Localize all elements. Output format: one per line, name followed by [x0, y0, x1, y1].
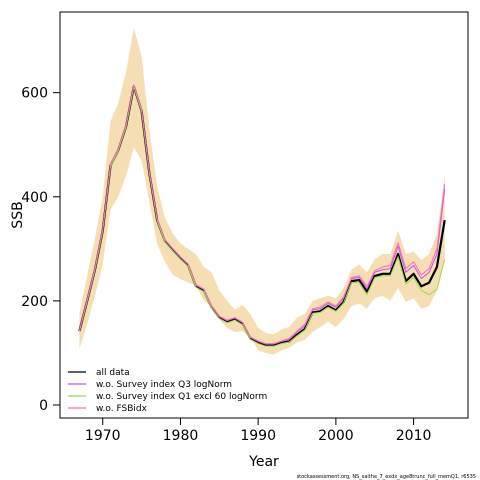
legend-label: all data: [96, 368, 130, 378]
series-line-3: [78, 86, 446, 347]
y-axis: 0 200 400 600: [21, 86, 60, 414]
legend: all data w.o. Survey index Q3 logNorm w.o.…: [68, 368, 267, 414]
y-axis-title: SSB: [10, 201, 26, 228]
y-tick-label: 200: [21, 294, 48, 310]
x-tick-label: 2010: [396, 428, 432, 444]
confidence-band-layer: [79, 27, 445, 355]
series-line-4: [78, 84, 446, 345]
y-tick-label: 600: [21, 86, 48, 102]
x-tick-label: 2000: [318, 428, 354, 444]
series-layer: [78, 84, 446, 347]
y-tick-label: 0: [39, 398, 48, 414]
confidence-band: [79, 27, 445, 355]
legend-label: w.o. Survey index Q1 excl 60 logNorm: [96, 392, 267, 402]
footer-note: stockassessment.org, NS_saithe_7_exdx_ag…: [297, 474, 476, 480]
x-tick-label: 1980: [163, 428, 199, 444]
x-axis: 1970 1980 1990 2000 2010: [85, 418, 431, 444]
legend-label: w.o. Survey index Q3 logNorm: [96, 380, 232, 390]
legend-label: w.o. FSBidx: [96, 404, 148, 414]
x-tick-label: 1990: [240, 428, 276, 444]
x-axis-title: Year: [248, 454, 279, 470]
y-tick-label: 400: [21, 190, 48, 206]
plot-frame: [59, 11, 469, 419]
x-tick-label: 1970: [85, 428, 121, 444]
